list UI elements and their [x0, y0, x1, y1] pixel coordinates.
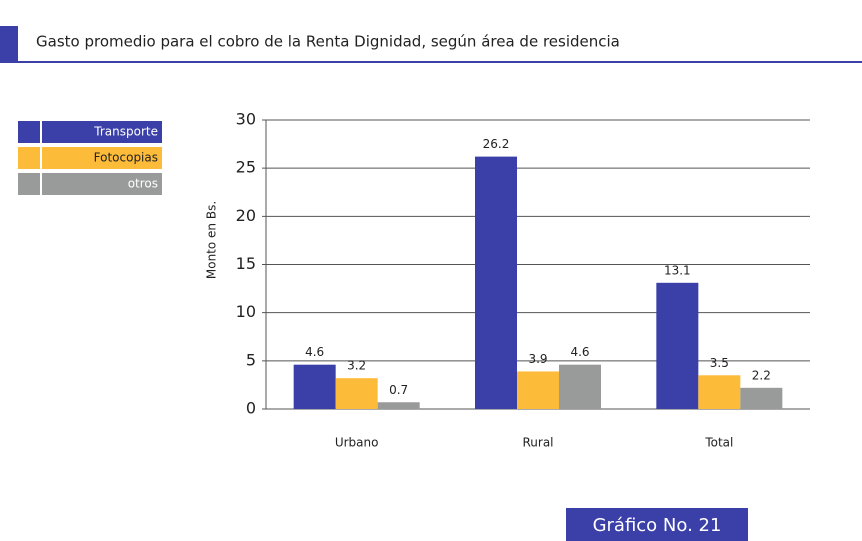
- x-tick-label: Rural: [522, 436, 553, 450]
- legend-swatch: [18, 147, 40, 169]
- value-label: 2.2: [752, 368, 771, 382]
- bar: [335, 378, 378, 409]
- y-tick-label: 25: [236, 158, 256, 177]
- y-tick-label: 0: [246, 399, 256, 418]
- y-axis-label: Monto en Bs.: [205, 201, 219, 279]
- value-label: 3.5: [710, 356, 729, 370]
- y-tick-label: 30: [236, 110, 256, 129]
- bar: [517, 371, 559, 409]
- legend-label: otros: [128, 177, 158, 191]
- y-tick-label: 5: [246, 350, 256, 369]
- value-label: 3.9: [528, 352, 547, 366]
- legend-swatch: [18, 173, 40, 195]
- bar: [656, 282, 699, 409]
- bar: [377, 402, 420, 409]
- legend-label: Transporte: [93, 125, 158, 139]
- y-tick-label: 20: [236, 206, 256, 225]
- value-label: 4.6: [305, 345, 324, 359]
- value-label: 4.6: [570, 345, 589, 359]
- x-tick-label: Urbano: [335, 436, 379, 450]
- y-tick-label: 15: [236, 254, 256, 273]
- x-tick-label: Total: [704, 436, 733, 450]
- header-marker: [0, 26, 18, 62]
- legend-swatch: [18, 121, 40, 143]
- chart-title: Gasto promedio para el cobro de la Renta…: [36, 33, 620, 51]
- footer-label: Gráfico No. 21: [593, 515, 722, 536]
- bar: [740, 387, 783, 409]
- footer-box: [566, 508, 748, 541]
- bar: [559, 364, 601, 409]
- bar: [698, 375, 741, 409]
- legend-bar: [42, 173, 162, 195]
- value-label: 26.2: [483, 137, 510, 151]
- legend-bar: [42, 147, 162, 169]
- bar: [293, 364, 336, 409]
- legend-label: Fotocopias: [94, 151, 158, 165]
- bar: [475, 156, 517, 409]
- y-tick-label: 10: [236, 302, 256, 321]
- value-label: 3.2: [347, 359, 366, 373]
- value-label: 0.7: [389, 383, 408, 397]
- value-label: 13.1: [664, 263, 691, 277]
- legend-bar: [42, 121, 162, 143]
